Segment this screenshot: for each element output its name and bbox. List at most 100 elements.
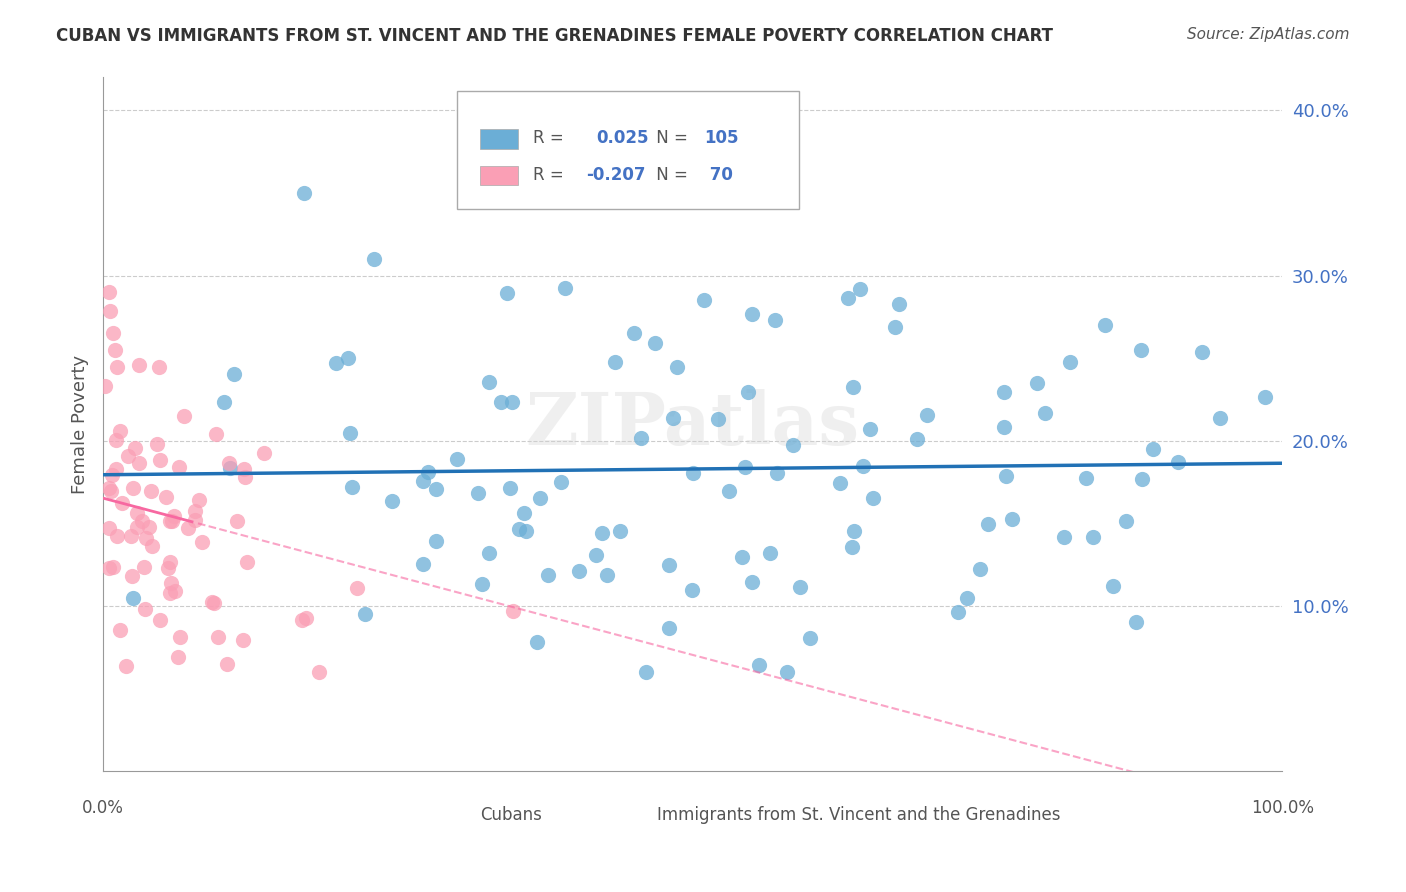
- Point: [173, 409, 195, 424]
- Point: [789, 580, 811, 594]
- Point: [666, 359, 689, 374]
- Point: [1115, 515, 1137, 529]
- Point: [97, 481, 120, 495]
- Point: [354, 607, 377, 621]
- Point: [995, 469, 1018, 483]
- Point: [232, 632, 254, 647]
- Point: [215, 657, 238, 672]
- Point: [156, 561, 179, 575]
- Point: [630, 431, 652, 445]
- Point: [1167, 455, 1189, 469]
- Point: [848, 282, 870, 296]
- Point: [381, 493, 404, 508]
- Point: [292, 186, 315, 200]
- Point: [141, 539, 163, 553]
- Point: [425, 482, 447, 496]
- Point: [104, 343, 127, 357]
- Point: [94, 379, 117, 393]
- Point: [141, 484, 163, 499]
- Point: [529, 491, 551, 505]
- Point: [1025, 376, 1047, 390]
- Point: [232, 462, 254, 476]
- Point: [212, 395, 235, 409]
- Point: [1074, 471, 1097, 485]
- Point: [236, 555, 259, 569]
- Point: [160, 514, 183, 528]
- Point: [222, 367, 245, 381]
- Point: [605, 355, 627, 369]
- Point: [682, 467, 704, 481]
- Text: ZIPatlas: ZIPatlas: [526, 389, 859, 459]
- Point: [160, 575, 183, 590]
- Point: [907, 433, 929, 447]
- Text: R =: R =: [533, 166, 569, 184]
- Point: [471, 576, 494, 591]
- Point: [200, 595, 222, 609]
- Point: [1209, 411, 1232, 425]
- Point: [111, 496, 134, 510]
- Point: [138, 520, 160, 534]
- Point: [146, 437, 169, 451]
- Point: [339, 426, 361, 441]
- Point: [134, 601, 156, 615]
- Point: [644, 335, 666, 350]
- Point: [841, 540, 863, 554]
- Point: [759, 546, 782, 560]
- Point: [108, 623, 131, 637]
- Point: [101, 560, 124, 574]
- Point: [124, 441, 146, 455]
- Point: [741, 575, 763, 590]
- Text: 70: 70: [704, 166, 734, 184]
- Point: [98, 521, 121, 535]
- Point: [295, 610, 318, 624]
- Point: [127, 506, 149, 520]
- Point: [842, 524, 865, 538]
- Text: -0.207: -0.207: [586, 166, 647, 184]
- Point: [658, 621, 681, 635]
- Point: [585, 548, 607, 562]
- Point: [225, 514, 247, 528]
- Text: 100.0%: 100.0%: [1251, 799, 1313, 817]
- Point: [205, 426, 228, 441]
- Point: [340, 480, 363, 494]
- Point: [956, 591, 979, 605]
- Point: [131, 514, 153, 528]
- Point: [132, 560, 155, 574]
- Point: [707, 412, 730, 426]
- Point: [741, 307, 763, 321]
- Point: [623, 326, 645, 341]
- Point: [159, 514, 181, 528]
- Point: [97, 560, 120, 574]
- Point: [177, 520, 200, 534]
- Point: [1083, 530, 1105, 544]
- Point: [478, 546, 501, 560]
- Point: [128, 456, 150, 470]
- Point: [1130, 472, 1153, 486]
- Point: [117, 449, 139, 463]
- Point: [782, 438, 804, 452]
- Point: [98, 285, 121, 300]
- Point: [662, 411, 685, 425]
- Point: [634, 665, 657, 679]
- Point: [737, 384, 759, 399]
- Point: [207, 630, 229, 644]
- Point: [1125, 615, 1147, 630]
- Point: [155, 490, 177, 504]
- Point: [135, 531, 157, 545]
- Point: [884, 320, 907, 334]
- Point: [731, 549, 754, 564]
- Point: [591, 526, 613, 541]
- Text: 0.025: 0.025: [596, 129, 648, 147]
- Point: [219, 461, 242, 475]
- Point: [190, 535, 212, 549]
- Point: [852, 458, 875, 473]
- Text: Immigrants from St. Vincent and the Grenadines: Immigrants from St. Vincent and the Gren…: [657, 805, 1060, 824]
- Text: N =: N =: [651, 129, 693, 147]
- FancyBboxPatch shape: [616, 805, 654, 827]
- Point: [1142, 442, 1164, 457]
- Point: [748, 658, 770, 673]
- Point: [425, 534, 447, 549]
- FancyBboxPatch shape: [457, 91, 799, 210]
- Point: [1253, 390, 1275, 404]
- Point: [163, 584, 186, 599]
